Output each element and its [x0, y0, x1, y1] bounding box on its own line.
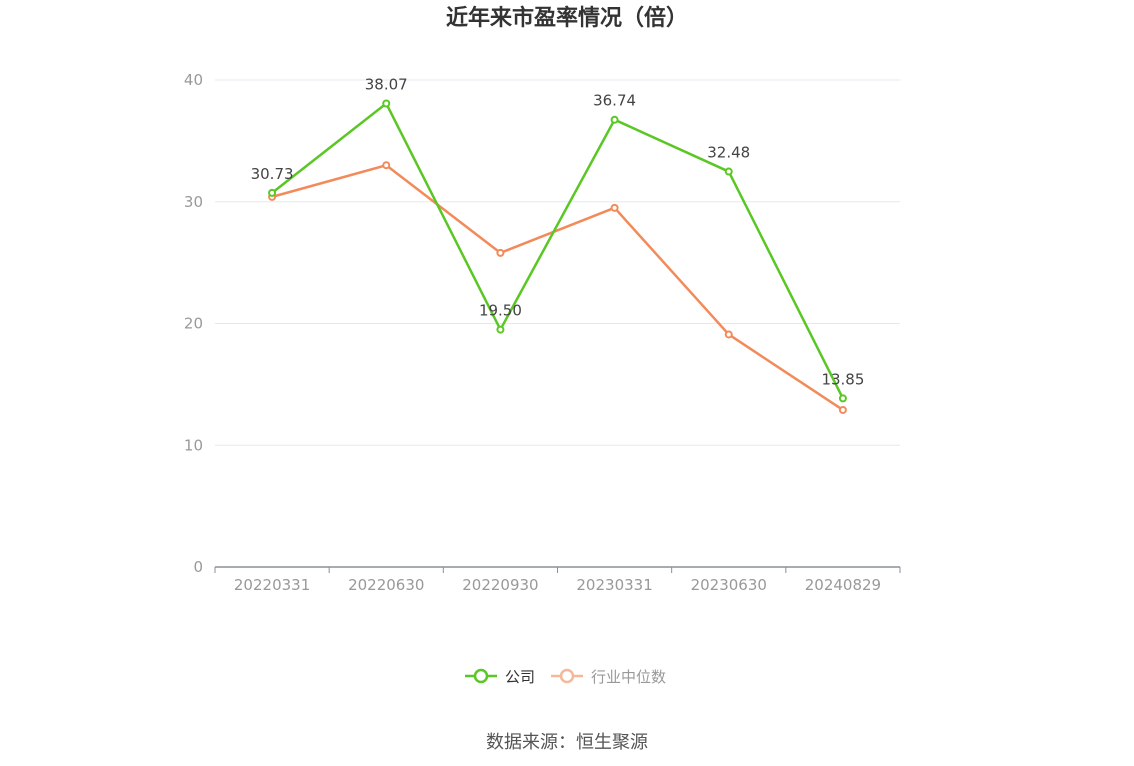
x-tick-label: 20220930: [462, 576, 538, 594]
series-point-0[interactable]: [382, 99, 391, 108]
y-axis-ticks: 0 10 20 30 40: [184, 71, 203, 576]
series-lines: [268, 99, 847, 414]
data-label: 32.48: [707, 144, 750, 162]
y-tick-label: 30: [184, 193, 203, 211]
x-axis: 20220331 20220630 20220930 20230331 20230630…: [214, 566, 901, 594]
legend-marker: [473, 668, 489, 684]
series-point-0[interactable]: [610, 115, 619, 124]
x-tick-label: 20230331: [576, 576, 652, 594]
series-point-0[interactable]: [268, 188, 277, 197]
series-point-1[interactable]: [838, 405, 847, 414]
series-point-0[interactable]: [838, 394, 847, 403]
grid-lines: [215, 79, 900, 446]
chart-title: 近年来市盈率情况（倍）: [446, 5, 688, 31]
series-line-1: [271, 163, 844, 411]
data-label: 36.74: [593, 92, 636, 110]
legend-label: 公司: [505, 668, 535, 686]
series-point-1[interactable]: [724, 330, 733, 339]
data-label: 38.07: [365, 75, 408, 93]
y-tick-label: 10: [184, 436, 203, 454]
series-point-1[interactable]: [610, 203, 619, 212]
series-point-1[interactable]: [382, 161, 391, 170]
data-label: 19.50: [479, 302, 522, 320]
data-label: 30.73: [251, 165, 294, 183]
data-labels: 30.73 38.07 19.50 36.74 32.48 13.85: [251, 75, 865, 388]
series-point-1[interactable]: [496, 248, 505, 257]
x-tick-label: 20220630: [348, 576, 424, 594]
data-label: 13.85: [821, 370, 864, 388]
x-tick-label: 20220331: [234, 576, 310, 594]
legend-item-1[interactable]: 行业中位数: [551, 668, 666, 686]
legend-marker: [559, 668, 575, 684]
legend-label: 行业中位数: [591, 668, 666, 686]
series-point-0[interactable]: [496, 325, 505, 334]
series-line-0: [271, 102, 845, 399]
source-text: 数据来源：恒生聚源: [486, 732, 648, 753]
series-point-0[interactable]: [724, 167, 733, 176]
y-tick-label: 20: [184, 315, 203, 333]
y-tick-label: 40: [184, 71, 203, 89]
legend-item-0[interactable]: 公司: [465, 668, 535, 686]
x-tick-label: 20240829: [805, 576, 881, 594]
y-tick-label: 0: [193, 558, 203, 576]
legend[interactable]: 公司 行业中位数: [465, 668, 666, 686]
x-tick-label: 20230630: [691, 576, 767, 594]
